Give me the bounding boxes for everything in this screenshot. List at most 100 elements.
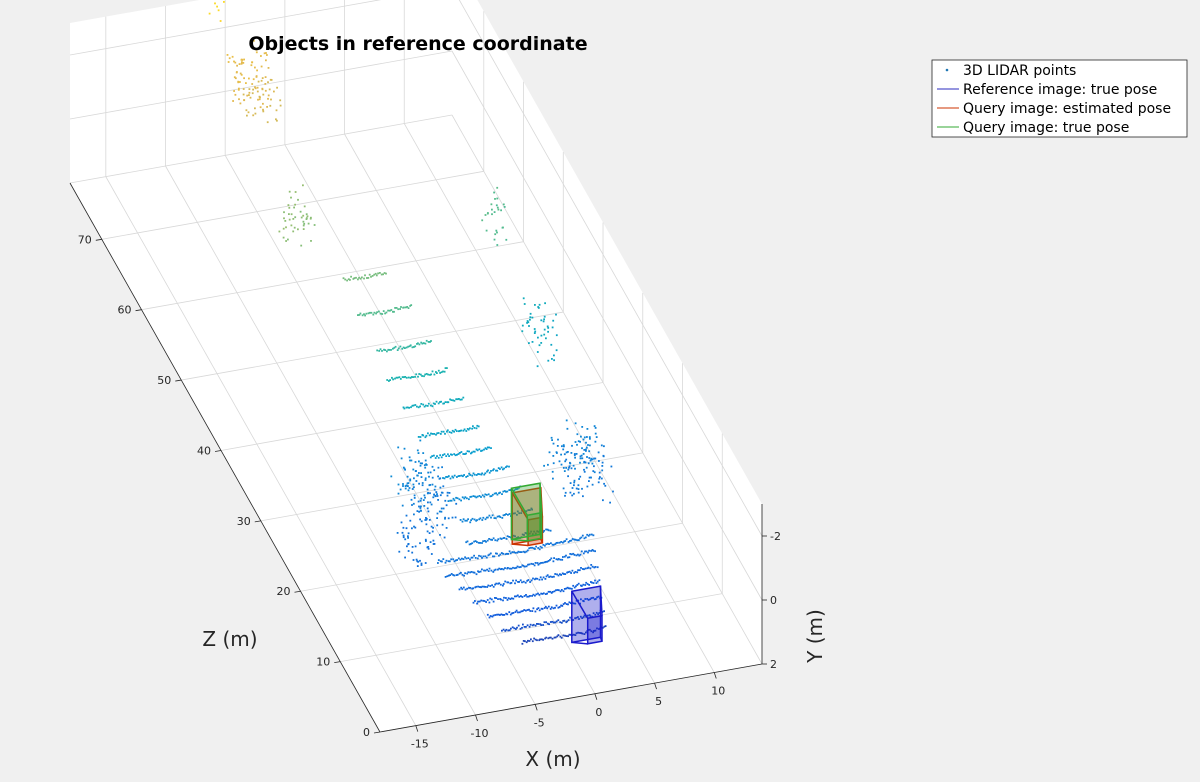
lidar-point bbox=[575, 554, 578, 557]
x-tick-label: 0 bbox=[595, 706, 602, 719]
lidar-point bbox=[471, 474, 474, 477]
lidar-point bbox=[484, 569, 487, 572]
lidar-point bbox=[507, 597, 510, 600]
lidar-point bbox=[373, 273, 376, 276]
lidar-point bbox=[409, 344, 412, 347]
lidar-point bbox=[526, 579, 529, 582]
lidar-point bbox=[375, 312, 377, 315]
lidar-point bbox=[546, 528, 549, 531]
lidar-point bbox=[409, 478, 412, 481]
lidar-point bbox=[283, 217, 285, 220]
lidar-point bbox=[488, 538, 490, 540]
lidar-point bbox=[518, 581, 520, 583]
lidar-point bbox=[564, 494, 566, 497]
lidar-point bbox=[559, 558, 562, 561]
lidar-point bbox=[553, 636, 556, 639]
lidar-point bbox=[403, 306, 405, 309]
lidar-point bbox=[313, 224, 316, 226]
lidar-point bbox=[553, 359, 555, 362]
lidar-point bbox=[567, 468, 570, 471]
lidar-point bbox=[591, 565, 594, 568]
lidar-point bbox=[521, 581, 523, 584]
lidar-point bbox=[260, 79, 263, 82]
lidar-point bbox=[444, 499, 447, 502]
camera-edge bbox=[540, 538, 544, 544]
lidar-point bbox=[430, 525, 433, 528]
lidar-point bbox=[508, 629, 511, 632]
lidar-point bbox=[582, 438, 585, 441]
lidar-point bbox=[581, 426, 584, 428]
lidar-point bbox=[414, 345, 417, 348]
lidar-point bbox=[564, 602, 566, 604]
lidar-point bbox=[417, 500, 420, 503]
z-tick-label: 50 bbox=[157, 374, 171, 387]
lidar-point bbox=[453, 430, 455, 433]
x-axis-line bbox=[379, 663, 763, 733]
lidar-point bbox=[567, 541, 570, 543]
lidar-point bbox=[441, 466, 443, 469]
lidar-point bbox=[601, 465, 604, 467]
lidar-point bbox=[455, 502, 458, 505]
lidar-point bbox=[266, 54, 268, 56]
lidar-point bbox=[418, 373, 421, 375]
lidar-point bbox=[251, 61, 254, 64]
lidar-point bbox=[569, 491, 572, 494]
lidar-point bbox=[385, 311, 388, 314]
lidar-point bbox=[490, 447, 492, 449]
lidar-point bbox=[555, 589, 557, 592]
lidar-point bbox=[550, 592, 553, 594]
lidar-point bbox=[556, 541, 559, 544]
lidar-point bbox=[544, 637, 546, 640]
lidar-point bbox=[592, 549, 595, 552]
lidar-point bbox=[505, 490, 507, 493]
lidar-point bbox=[498, 582, 501, 585]
lidar-point bbox=[514, 595, 516, 598]
lidar-point bbox=[426, 530, 429, 533]
lidar-point bbox=[512, 512, 515, 515]
lidar-point bbox=[550, 343, 553, 346]
lidar-point bbox=[288, 213, 290, 215]
lidar-point bbox=[454, 454, 457, 457]
lidar-point bbox=[570, 467, 573, 470]
lidar-point bbox=[388, 349, 391, 351]
lidar-point bbox=[231, 55, 234, 58]
lidar-point bbox=[452, 497, 455, 500]
lidar-point bbox=[470, 543, 472, 545]
lidar-point bbox=[483, 473, 486, 476]
lidar-point bbox=[491, 539, 493, 541]
lidar-point bbox=[468, 586, 470, 589]
lidar-point bbox=[551, 637, 554, 640]
lidar-point bbox=[425, 523, 428, 526]
legend[interactable]: 3D LIDAR points Reference image: true po… bbox=[931, 59, 1188, 138]
grid-line-x bbox=[403, 123, 715, 673]
lidar-point bbox=[412, 502, 415, 505]
grid-line-x bbox=[284, 144, 596, 694]
lidar-point bbox=[546, 542, 549, 545]
lidar-point bbox=[530, 530, 532, 533]
lidar-point bbox=[532, 623, 535, 626]
lidar-point bbox=[515, 628, 517, 630]
lidar-point bbox=[449, 574, 452, 576]
lidar-point bbox=[586, 598, 589, 600]
lidar-point bbox=[568, 570, 571, 573]
lidar-point bbox=[359, 277, 362, 280]
lidar-point bbox=[256, 86, 259, 89]
lidar-point bbox=[557, 606, 560, 609]
lidar-point bbox=[428, 434, 431, 437]
lidar-point bbox=[557, 634, 560, 636]
lidar-point bbox=[557, 438, 559, 441]
lidar-point bbox=[448, 492, 451, 494]
lidar-point bbox=[530, 507, 533, 510]
lidar-point bbox=[511, 551, 514, 553]
lidar-point bbox=[433, 543, 436, 545]
lidar-point bbox=[302, 224, 305, 227]
lidar-point bbox=[555, 334, 558, 337]
lidar-point bbox=[464, 588, 467, 591]
lidar-point bbox=[460, 586, 463, 589]
lidar-point bbox=[598, 579, 601, 582]
lidar-point bbox=[239, 81, 241, 83]
lidar-point bbox=[506, 599, 509, 601]
lidar-point bbox=[493, 555, 496, 558]
lidar-point bbox=[264, 83, 267, 85]
legend-marker-point bbox=[945, 68, 949, 72]
